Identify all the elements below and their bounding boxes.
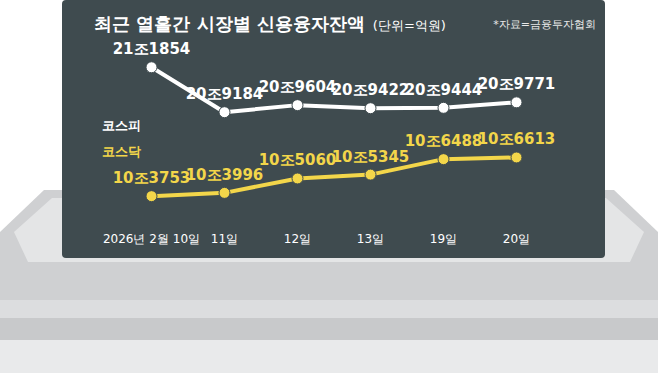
series-name: 코스피 [102,118,141,133]
data-label: 20조9444 [405,81,483,99]
data-label: 10조5345 [332,148,410,166]
subtitle: (단위=억원) [373,18,446,33]
data-label: 10조6613 [478,130,556,148]
point [219,187,230,198]
data-label: 20조9771 [478,75,556,93]
x-tick-label: 13일 [357,232,384,246]
pedestal-base [0,340,658,373]
x-tick-label: 2026년 2월 10일 [103,232,200,246]
point [511,152,522,163]
data-label: 10조6488 [405,132,483,150]
data-label: 20조9422 [332,81,410,99]
data-label: 20조9604 [259,78,337,96]
point [511,97,522,108]
title: 최근 열흘간 시장별 신용융자잔액 [94,13,365,34]
data-label: 10조5060 [259,151,337,169]
point [219,107,230,118]
point [365,103,376,114]
point [438,102,449,113]
point [365,169,376,180]
data-label: 21조1854 [113,40,191,58]
data-label: 20조9184 [186,85,264,103]
x-tick-label: 12일 [284,232,311,246]
plot-area [146,62,522,202]
source-note: *자료=금융투자협회 [493,18,596,31]
x-tick-label: 19일 [430,232,457,246]
point [292,173,303,184]
series-line [152,67,517,112]
x-tick-label: 11일 [211,232,238,246]
x-tick-label: 20일 [503,232,530,246]
point [292,100,303,111]
data-label: 10조3753 [113,169,191,187]
point [146,62,157,73]
labels: 2026년 2월 10일 11일 12일 13일 19일 20일 21조1854 20조918… [102,40,555,246]
series-name: 코스닥 [102,144,141,159]
panel [62,0,605,258]
pedestal-step [0,318,658,340]
data-label: 10조3996 [186,166,264,184]
point [438,154,449,165]
chart: 최근 열흘간 시장별 신용융자잔액 (단위=억원) *자료=금융투자협회 2026년 … [0,0,658,373]
pedestal-step [0,300,658,318]
point [146,191,157,202]
